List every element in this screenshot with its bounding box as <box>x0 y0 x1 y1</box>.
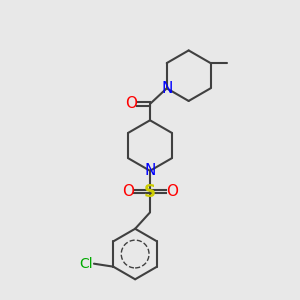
Text: O: O <box>166 184 178 199</box>
Text: N: N <box>161 81 172 96</box>
Text: S: S <box>144 183 156 201</box>
Text: O: O <box>122 184 134 199</box>
Text: Cl: Cl <box>80 257 93 271</box>
Text: N: N <box>144 163 156 178</box>
Text: O: O <box>125 96 137 111</box>
